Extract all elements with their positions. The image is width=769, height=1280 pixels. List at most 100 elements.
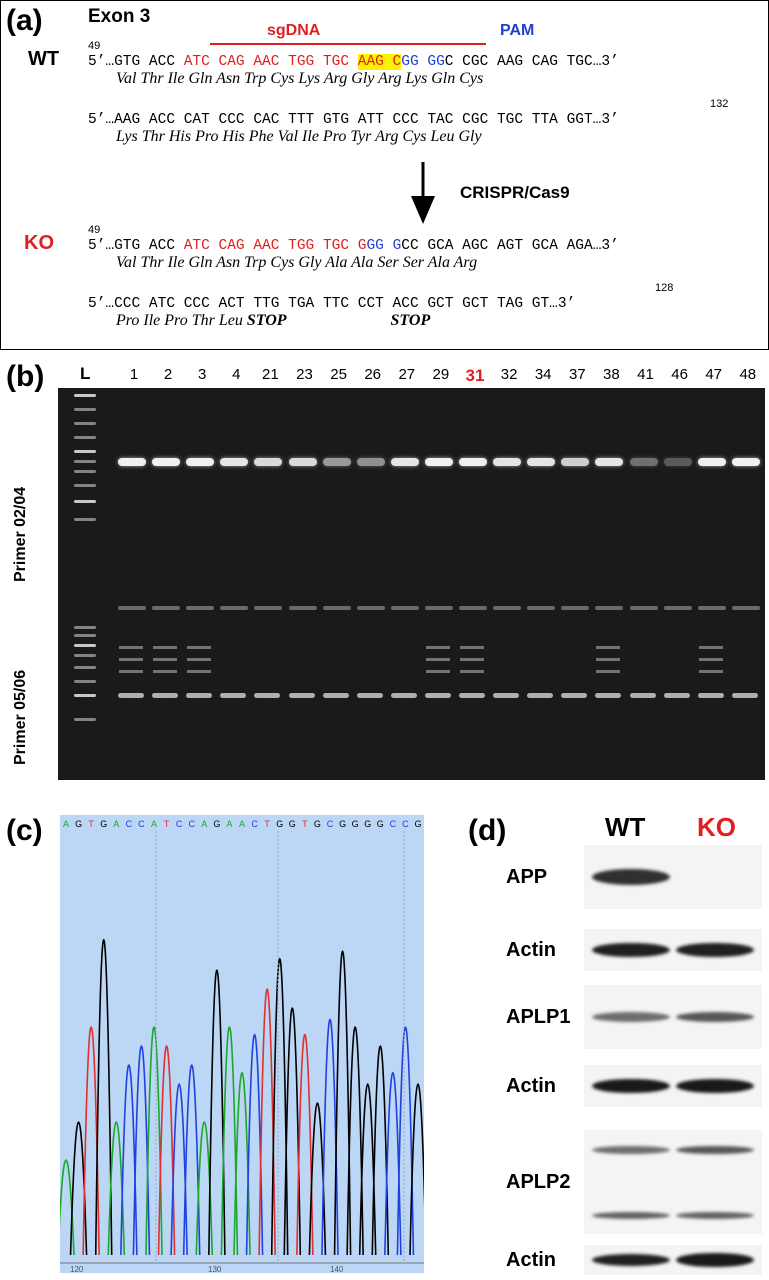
gel-band-bottom	[118, 693, 144, 698]
gel-smear-band	[425, 658, 450, 661]
gel-band-bottom	[527, 693, 554, 698]
lane-label: 1	[129, 366, 139, 383]
ladder-band	[74, 500, 96, 503]
ladder-band	[74, 694, 96, 697]
ladder-band	[74, 408, 96, 411]
lane-labels: L 1 2 3 4 21 23 25 26 27 29 31 32 34 37 38 41 46 47 48	[58, 364, 765, 388]
blot-wt-label: WT	[605, 812, 646, 842]
panel-a-label: (a)	[6, 4, 43, 37]
gel-well	[527, 606, 556, 610]
protein-band	[676, 1079, 754, 1093]
gel-band-top	[220, 458, 249, 466]
base-call: A	[113, 819, 119, 829]
base-call: C	[402, 819, 409, 829]
gel-smear-band	[119, 658, 143, 661]
sequencing-chromatogram: A G T G A C C A T C C A G A A C T G G T G C G G G G C C G 120 130 140	[60, 815, 424, 1273]
gel-smear-band	[698, 670, 723, 673]
gel-smear-band	[460, 646, 484, 649]
gel-band-bottom	[424, 693, 451, 698]
blot-row-label: Actin	[506, 1075, 556, 1097]
primer-bottom-wrap: Primer 05/06	[8, 640, 48, 765]
trace-peak	[208, 969, 226, 1256]
lane-label-ladder: L	[80, 364, 91, 383]
primer-top-wrap: Primer 02/04	[8, 462, 48, 582]
base-call: G	[100, 819, 107, 829]
base-call: G	[276, 819, 283, 829]
base-call: G	[339, 819, 346, 829]
gel-band-top	[561, 458, 590, 466]
blot-strip	[584, 1065, 762, 1107]
gel-band-bottom	[595, 693, 622, 698]
lane-label: 27	[398, 366, 416, 383]
gel-band-bottom	[186, 693, 213, 698]
gel-band-top	[356, 458, 385, 466]
pam-label: PAM	[500, 22, 535, 39]
gel-smear-band	[596, 646, 621, 649]
lane-label: 46	[671, 366, 688, 383]
ko-seq-line2: 5’…CCC ATC CCC ACT TTG TGA TTC CCT ACC G…	[88, 296, 576, 312]
lane-label: 21	[262, 366, 279, 383]
trace-peak	[157, 1045, 176, 1256]
trace-peak	[346, 1026, 364, 1256]
exon-label: Exon 3	[88, 6, 151, 27]
ko-pos-start: 49	[88, 224, 101, 236]
gel-band-bottom	[152, 693, 179, 698]
trace-peak	[258, 988, 276, 1256]
gel-band-top	[424, 458, 453, 466]
gel-smear-band	[698, 658, 723, 661]
gel-well	[152, 606, 181, 610]
panel-c-label: (c)	[6, 814, 43, 847]
blot-strip	[584, 845, 762, 909]
ladder-band	[74, 422, 96, 425]
gel-well	[663, 606, 692, 610]
protein-band-secondary	[592, 1212, 670, 1219]
ladder-band	[74, 518, 96, 521]
gel-smear-band	[187, 658, 212, 661]
base-call: A	[239, 819, 245, 829]
gel-well	[118, 606, 146, 610]
blot-row-label: Actin	[506, 939, 556, 961]
gel-well	[731, 606, 760, 610]
ko-seq-line1: 5’…GTG ACC ATC CAG AAC TGG TGC GGG GCC G…	[88, 238, 619, 254]
gel-smear-band	[698, 646, 723, 649]
base-call: G	[352, 819, 359, 829]
panel-d-label: (d)	[468, 814, 507, 847]
gel-band-top	[731, 458, 760, 466]
lane-label: 37	[568, 366, 586, 383]
protein-band	[676, 1253, 754, 1267]
gel-well	[697, 606, 726, 610]
gel-smear-band	[153, 670, 178, 673]
gel-band-bottom	[356, 693, 383, 698]
gel-band-bottom	[731, 693, 758, 698]
trace-peak	[409, 1083, 424, 1256]
ladder-band	[74, 654, 96, 657]
base-call: A	[226, 819, 232, 829]
gel-band-bottom	[697, 693, 724, 698]
gel-band-bottom	[493, 693, 520, 698]
base-call: G	[75, 819, 82, 829]
gel-well	[254, 606, 283, 610]
gel-band-top	[527, 458, 556, 466]
trace-peak	[270, 958, 289, 1256]
blot-row-label: APP	[506, 866, 548, 888]
blot-strip	[584, 1245, 762, 1275]
blot-strip	[584, 929, 762, 971]
protein-band	[592, 1146, 670, 1154]
gel-band-top	[186, 458, 215, 466]
gel-smear-band	[460, 670, 484, 673]
ladder-band	[74, 484, 96, 487]
gel-well	[322, 606, 351, 610]
gel-well	[186, 606, 215, 610]
wt-label: WT	[28, 48, 60, 70]
protein-band-secondary	[676, 1212, 754, 1219]
ladder-band	[74, 644, 96, 647]
sgdna-label: sgDNA	[267, 22, 321, 39]
panel-b-label: (b)	[6, 360, 45, 393]
trace-peak	[283, 1007, 302, 1256]
gel-band-top	[697, 458, 726, 466]
protein-band	[592, 1254, 670, 1266]
lane-label: 38	[603, 366, 620, 383]
western-blots: APP Actin APLP1 Actin APLP2 Actin	[470, 845, 769, 1275]
trace-peak	[94, 938, 113, 1256]
ladder-band	[74, 436, 96, 439]
